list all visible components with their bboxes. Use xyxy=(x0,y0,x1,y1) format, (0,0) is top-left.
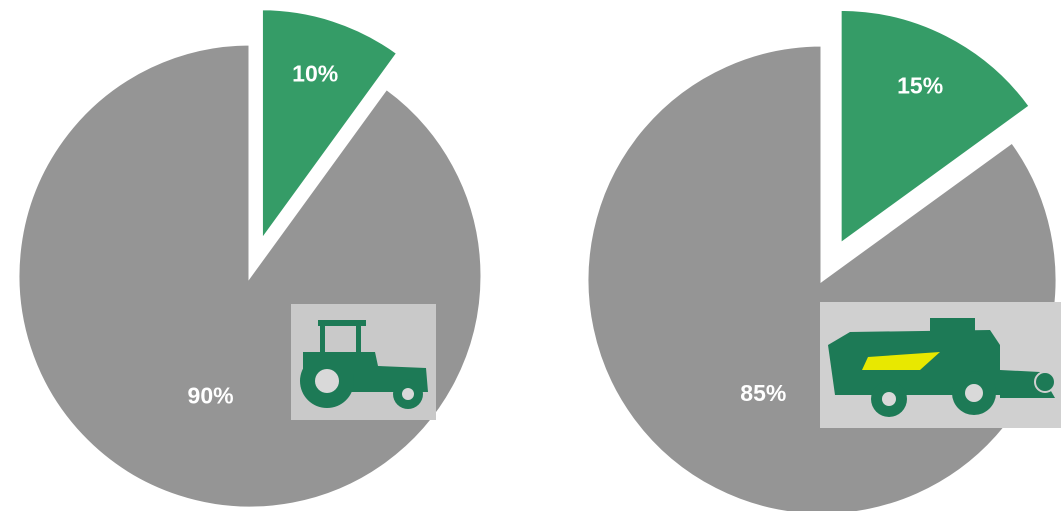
slice-label: 90% xyxy=(188,382,234,408)
pie-slice xyxy=(259,7,400,246)
tractor-icon xyxy=(291,304,436,420)
combine-icon xyxy=(820,302,1061,428)
pie-slice xyxy=(16,42,484,510)
slice-label: 10% xyxy=(292,60,338,86)
pie-slice xyxy=(838,7,1033,248)
slice-label: 85% xyxy=(740,380,786,406)
slice-label: 15% xyxy=(897,72,943,98)
